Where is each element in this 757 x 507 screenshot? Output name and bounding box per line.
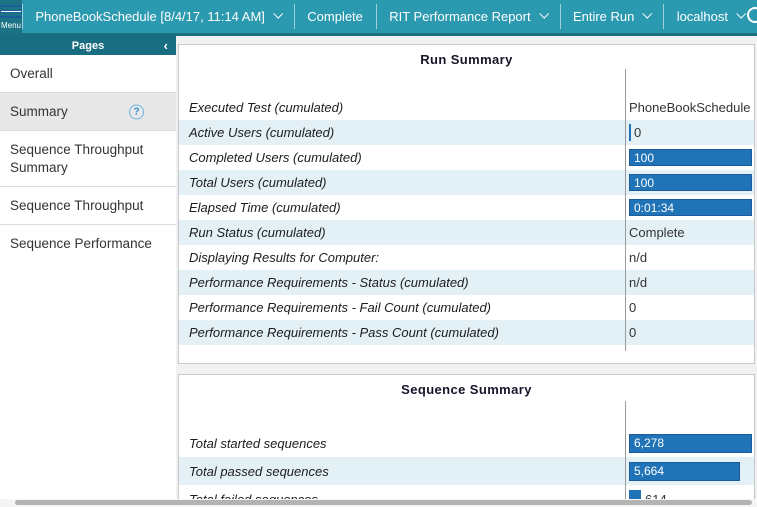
table-row: Performance Requirements - Status (cumul… [179, 270, 754, 295]
value-bar: 100 [629, 149, 752, 166]
row-value: Complete [629, 225, 685, 240]
table-row: Performance Requirements - Fail Count (c… [179, 295, 754, 320]
table-row: Elapsed Time (cumulated) 0:01:34 [179, 195, 754, 220]
chevron-down-icon [273, 8, 284, 19]
main-content: Run Summary Executed Test (cumulated) Ph… [176, 36, 757, 507]
chevron-down-icon [538, 8, 549, 19]
report-selector-label: RIT Performance Report [389, 9, 531, 24]
row-label: Run Status (cumulated) [189, 225, 326, 240]
horizontal-scrollbar[interactable] [0, 499, 757, 507]
run-selector-dropdown[interactable]: PhoneBookSchedule [8/4/17, 11:14 AM] [22, 0, 294, 33]
run-status-badge: Complete [294, 0, 376, 33]
run-selector-label: PhoneBookSchedule [8/4/17, 11:14 AM] [35, 9, 265, 24]
sidebar-collapse-button[interactable]: ‹ [164, 36, 168, 55]
row-label: Active Users (cumulated) [189, 125, 335, 140]
sidebar-header-label: Pages [71, 39, 105, 52]
row-value: 0 [629, 325, 637, 340]
sidebar-item-label: Overall [10, 66, 53, 81]
row-value: n/d [629, 275, 648, 290]
row-label: Total passed sequences [189, 463, 329, 479]
row-value: 0 [629, 300, 637, 315]
row-value: 6,278 [634, 436, 665, 450]
report-selector-dropdown[interactable]: RIT Performance Report [376, 0, 559, 33]
row-value: 0 [634, 125, 642, 140]
run-summary-title: Run Summary [420, 52, 513, 67]
collapse-left-icon: ‹ [163, 38, 168, 53]
row-label: Total started sequences [189, 435, 327, 451]
run-summary-table: Executed Test (cumulated) PhoneBookSched… [179, 69, 754, 363]
menu-label: Menu [0, 21, 21, 31]
chevron-down-icon [642, 8, 653, 19]
scope-selector-label: Entire Run [572, 9, 635, 24]
row-value: 100 [634, 150, 655, 165]
row-value: PhoneBookSchedule [629, 100, 751, 115]
run-status-label: Complete [307, 9, 363, 24]
value-axis-line [625, 401, 626, 507]
search-icon[interactable] [747, 7, 757, 23]
table-row: Total passed sequences 5,664 [179, 457, 754, 485]
row-label: Performance Requirements - Pass Count (c… [189, 325, 499, 340]
help-icon[interactable]: ? [129, 104, 144, 119]
value-bar: 5,664 [629, 461, 740, 481]
row-label: Displaying Results for Computer: [189, 250, 380, 265]
row-value: 0:01:34 [634, 200, 675, 215]
row-label: Total Users (cumulated) [189, 175, 327, 190]
sidebar-item-overall[interactable]: Overall [0, 55, 176, 93]
host-selector-dropdown[interactable]: localhost [664, 0, 757, 33]
table-row: Run Status (cumulated) Complete [179, 220, 754, 245]
table-row: Displaying Results for Computer: n/d [179, 245, 754, 270]
sidebar-item-label: Sequence Performance [10, 236, 152, 251]
table-row: Performance Requirements - Pass Count (c… [179, 320, 754, 345]
sidebar-item-sequence-throughput[interactable]: Sequence Throughput [0, 187, 176, 225]
sidebar-pages: Pages ‹ Overall Summary ? Sequence Throu… [0, 36, 176, 507]
sidebar-item-sequence-throughput-summary[interactable]: Sequence Throughput Summary [0, 131, 176, 187]
sequence-summary-title: Sequence Summary [401, 382, 532, 397]
row-label: Completed Users (cumulated) [189, 150, 362, 165]
run-summary-panel: Run Summary Executed Test (cumulated) Ph… [178, 44, 755, 364]
sequence-summary-panel: Sequence Summary Total started sequences… [178, 374, 755, 507]
top-bar: Menu PhoneBookSchedule [8/4/17, 11:14 AM… [0, 0, 757, 36]
row-label: Executed Test (cumulated) [189, 100, 344, 115]
sidebar-item-label: Sequence Throughput Summary [10, 142, 144, 175]
table-row: Total Users (cumulated) 100 [179, 170, 754, 195]
value-bar [629, 124, 631, 141]
scope-selector-dropdown[interactable]: Entire Run [560, 0, 663, 33]
table-row: Completed Users (cumulated) 100 [179, 145, 754, 170]
sequence-summary-table: Total started sequences 6,278 Total pass… [179, 401, 754, 507]
row-value: 100 [634, 175, 655, 190]
row-label: Elapsed Time (cumulated) [189, 200, 341, 215]
row-label: Performance Requirements - Fail Count (c… [189, 300, 492, 315]
sidebar-item-sequence-performance[interactable]: Sequence Performance [0, 225, 176, 262]
host-selector-label: localhost [676, 9, 728, 24]
table-row: Active Users (cumulated) 0 [179, 120, 754, 145]
chevron-down-icon [736, 8, 747, 19]
value-bar: 0:01:34 [629, 199, 752, 216]
value-bar: 6,278 [629, 433, 752, 453]
row-value: n/d [629, 250, 648, 265]
value-bar: 100 [629, 174, 752, 191]
sidebar-item-label: Sequence Throughput [10, 198, 144, 213]
hamburger-icon [0, 4, 22, 8]
row-value: 5,664 [634, 464, 665, 478]
value-axis-line [625, 69, 626, 351]
sidebar-header: Pages ‹ [0, 36, 176, 55]
table-row: Total started sequences 6,278 [179, 429, 754, 457]
table-row: Executed Test (cumulated) PhoneBookSched… [179, 95, 754, 120]
sidebar-item-summary[interactable]: Summary ? [0, 93, 176, 131]
scrollbar-thumb[interactable] [15, 500, 752, 505]
sidebar-item-label: Summary [10, 104, 68, 119]
menu-button[interactable]: Menu [0, 0, 22, 33]
row-label: Performance Requirements - Status (cumul… [189, 275, 469, 290]
